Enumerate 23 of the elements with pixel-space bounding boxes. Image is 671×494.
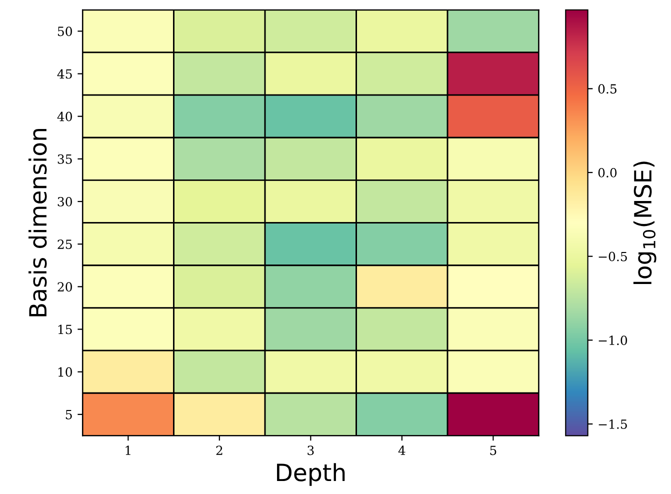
y-tick-label: 10 xyxy=(58,367,72,377)
y-tick-label: 5 xyxy=(66,410,72,420)
y-axis-title: Basis dimension xyxy=(28,128,47,316)
y-tick-label: 20 xyxy=(58,282,72,292)
y-tick-label: 35 xyxy=(58,154,72,164)
y-tick-label: 45 xyxy=(57,69,72,79)
color-bar-label: −1.5 xyxy=(598,419,627,429)
color-bar-label: −1.0 xyxy=(598,336,628,346)
x-tick-label: 2 xyxy=(216,446,222,455)
y-tick-label: 50 xyxy=(58,26,72,36)
y-tick-label: 25 xyxy=(58,240,72,250)
x-tick-label: 3 xyxy=(308,446,314,456)
x-tick-label: 4 xyxy=(398,446,406,455)
color-bar-title: log$_{10}$(MSE) xyxy=(633,162,656,284)
y-tick-label: 15 xyxy=(58,324,72,334)
x-tick-label: 1 xyxy=(126,446,130,455)
color-bar-label: 0.5 xyxy=(598,84,616,94)
color-bar-label: 0.0 xyxy=(598,168,617,178)
color-bar-label: −0.5 xyxy=(598,252,627,262)
x-tick-label: 5 xyxy=(490,446,496,456)
x-axis-title: Depth xyxy=(277,463,345,486)
y-tick-label: 40 xyxy=(57,112,72,122)
y-tick-label: 30 xyxy=(58,196,72,206)
